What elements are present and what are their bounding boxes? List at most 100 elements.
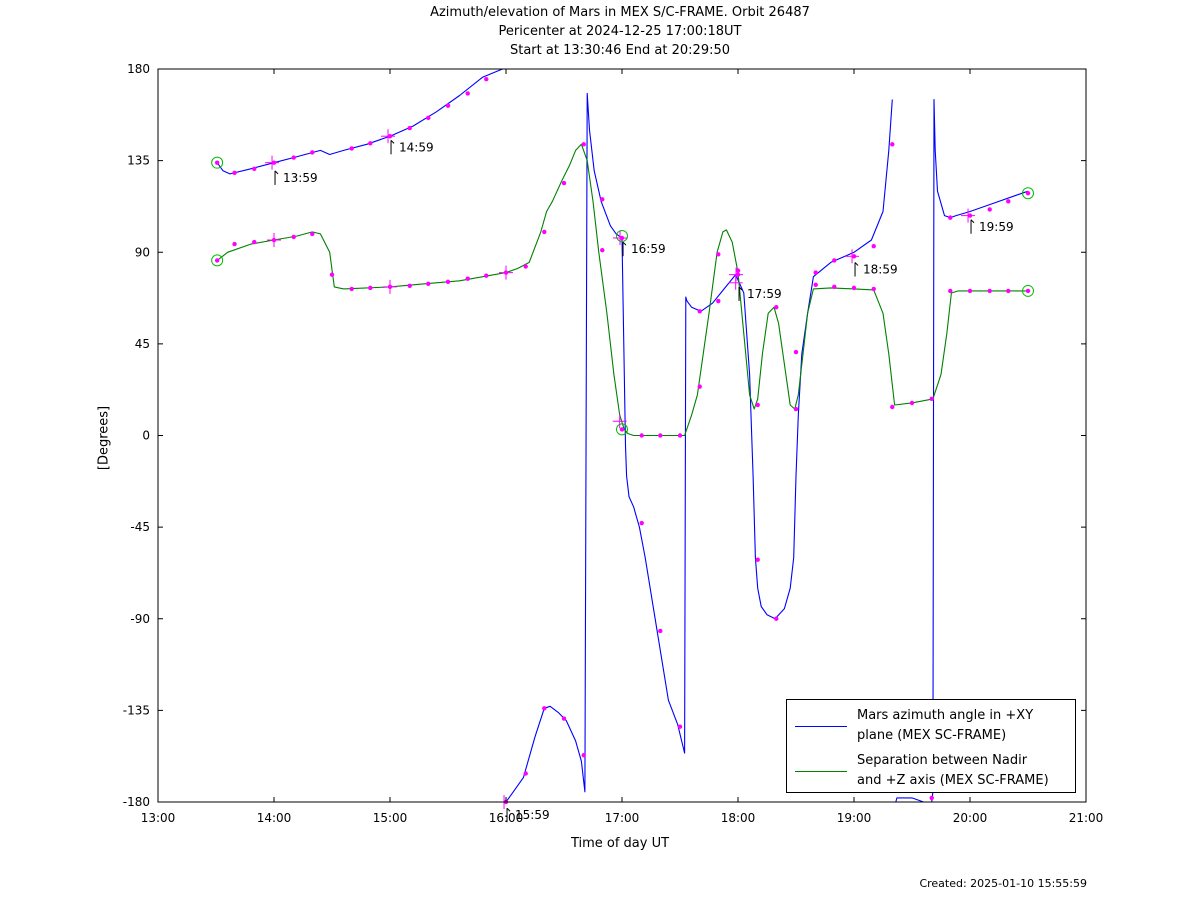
data-point-marker	[329, 272, 335, 277]
data-point-marker	[774, 305, 779, 310]
data-point-marker	[987, 288, 992, 294]
data-point-marker	[581, 142, 586, 147]
chart-title: Azimuth/elevation of Mars in MEX S/C-FRA…	[430, 5, 810, 20]
hour-mark-tick	[854, 262, 859, 266]
data-point-marker	[291, 155, 296, 160]
data-point-marker	[349, 286, 354, 292]
data-point-marker	[929, 396, 934, 402]
legend-swatch-azimuth	[795, 726, 847, 727]
data-point-marker	[523, 771, 528, 776]
separation-series-line	[216, 143, 1028, 437]
hour-mark-tick	[274, 170, 279, 175]
data-point-marker	[484, 273, 489, 278]
data-point-marker	[465, 91, 470, 96]
event-circle-marker	[211, 254, 224, 267]
hour-mark-tick	[622, 241, 627, 246]
data-point-marker	[716, 298, 721, 304]
data-point-marker	[523, 264, 528, 269]
legend-swatch-separation	[795, 771, 847, 772]
data-point-marker	[214, 160, 220, 165]
data-point-marker	[310, 150, 315, 155]
legend: Mars azimuth angle in +XY plane (MEX SC-…	[786, 699, 1076, 793]
y-tick-label: 135	[127, 154, 150, 168]
data-point-marker	[871, 286, 876, 292]
data-point-marker	[214, 258, 220, 263]
data-point-marker	[813, 270, 818, 275]
data-point-marker	[871, 243, 876, 249]
hour-mark-tick	[390, 140, 395, 144]
data-point-marker	[1006, 288, 1011, 294]
data-point-marker	[368, 141, 373, 146]
x-tick-label: 16:00	[489, 811, 524, 825]
data-point-marker	[639, 520, 644, 526]
x-tick-label: 15:00	[373, 811, 408, 825]
hour-mark-label: 16:59	[631, 242, 666, 256]
chart-subtitle-pericenter: Pericenter at 2024-12-25 17:00:18UT	[498, 24, 742, 39]
hour-mark-label: 17:59	[747, 287, 782, 301]
y-tick-label: -135	[123, 703, 150, 717]
x-tick-label: 14:00	[257, 811, 292, 825]
data-point-marker	[697, 384, 702, 389]
hour-mark-label: 18:59	[863, 263, 898, 277]
data-point-marker	[1025, 288, 1031, 294]
data-point-marker	[542, 706, 547, 711]
data-point-marker	[735, 268, 741, 273]
data-point-marker	[832, 258, 837, 263]
event-circle-marker	[616, 229, 628, 242]
data-point-marker	[793, 406, 799, 412]
data-point-marker	[987, 207, 992, 212]
data-point-marker	[755, 557, 760, 562]
data-point-marker	[407, 283, 412, 289]
data-point-marker	[561, 180, 567, 186]
data-point-marker	[677, 433, 683, 438]
y-tick-label: 0	[142, 429, 150, 443]
data-point-marker	[755, 402, 760, 408]
event-circle-marker	[1022, 187, 1034, 200]
x-tick-label: 13:00	[141, 811, 176, 825]
data-point-marker	[600, 248, 605, 253]
data-point-marker	[658, 628, 663, 634]
x-tick-label: 17:00	[605, 811, 640, 825]
data-point-marker	[252, 239, 257, 245]
data-point-marker	[561, 716, 567, 721]
y-axis-label: [Degrees]	[96, 405, 112, 471]
data-point-marker	[677, 724, 683, 729]
data-point-marker	[658, 433, 663, 438]
hour-mark-label: 14:59	[399, 140, 434, 154]
data-point-marker	[1025, 191, 1031, 196]
data-point-marker	[232, 170, 237, 176]
data-point-marker	[291, 234, 296, 240]
event-circle-marker	[616, 423, 628, 436]
y-tick-label: 90	[135, 245, 150, 259]
data-point-marker	[890, 404, 895, 410]
data-point-marker	[948, 215, 953, 220]
data-point-marker	[851, 285, 857, 291]
data-point-marker	[716, 252, 721, 257]
data-point-marker	[813, 282, 818, 288]
data-point-marker	[619, 427, 625, 432]
data-point-marker	[407, 125, 412, 131]
data-point-marker	[929, 795, 934, 801]
hour-mark-label: 13:59	[283, 171, 318, 185]
data-point-marker	[445, 103, 451, 108]
hour-mark-tick	[738, 286, 743, 291]
data-point-marker	[1006, 199, 1011, 204]
chart-subtitle-start-end: Start at 13:30:46 End at 20:29:50	[509, 43, 731, 58]
created-timestamp: Created: 2025-01-10 15:55:59	[919, 877, 1087, 890]
azimuth-series-line	[216, 69, 1029, 802]
x-tick-label: 18:00	[721, 811, 756, 825]
event-circle-marker	[211, 156, 224, 169]
event-circle-marker	[1022, 284, 1034, 297]
data-point-marker	[948, 288, 953, 294]
data-point-marker	[600, 197, 605, 202]
hour-mark-label: 19:59	[979, 220, 1014, 234]
data-point-marker	[465, 276, 470, 281]
data-point-marker	[310, 231, 315, 237]
y-tick-label: 45	[135, 337, 150, 351]
x-tick-label: 21:00	[1069, 811, 1104, 825]
data-point-marker	[581, 752, 586, 758]
legend-label-separation: Separation between Nadir and +Z axis (ME…	[857, 753, 1049, 788]
data-point-marker	[890, 142, 895, 147]
data-point-marker	[967, 288, 973, 294]
